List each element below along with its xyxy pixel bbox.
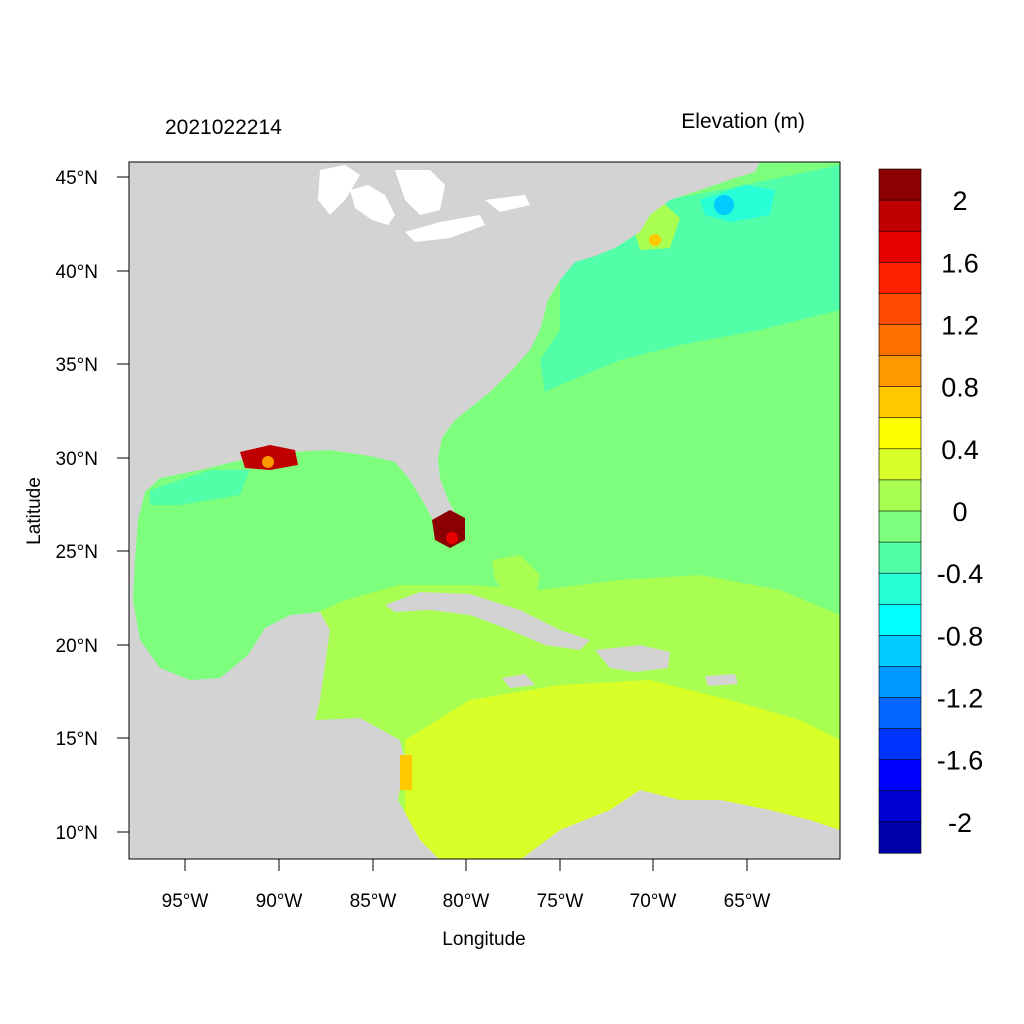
gulf-west-cool <box>150 470 250 505</box>
land-south-america <box>521 790 840 859</box>
colorbar-swatch <box>878 448 922 481</box>
colorbar-swatch <box>878 790 922 823</box>
colorbar-label: 0.4 <box>941 435 979 465</box>
colorbar: 2 1.6 1.2 0.8 0.4 0 -0.4 -0.8 -1.2 -1.6 -2 <box>878 168 984 854</box>
colorbar-swatch <box>878 821 922 854</box>
x-axis-label: Longitude <box>442 929 525 950</box>
colorbar-label: -0.8 <box>937 621 984 651</box>
colorbar-swatch <box>878 324 922 357</box>
island-jamaica <box>502 674 535 688</box>
cape-cod-high <box>649 234 661 246</box>
timestamp-title: 2021022214 <box>165 116 282 139</box>
lake-ontario <box>485 195 530 212</box>
lat-tick-label: 30°N <box>56 449 98 470</box>
colorbar-label: -1.2 <box>937 684 984 714</box>
colorbar-swatch <box>878 386 922 419</box>
lat-tick-label: 25°N <box>56 542 98 563</box>
colorbar-label: -2 <box>948 808 972 838</box>
colorbar-swatch <box>878 697 922 730</box>
colorbar-swatch <box>878 168 922 201</box>
lat-axis: 45°N 40°N 35°N 30°N 25°N 20°N 15°N 10°N <box>56 168 129 844</box>
lake-huron <box>395 170 445 215</box>
lat-tick-label: 10°N <box>56 823 98 844</box>
colorbar-label: 1.6 <box>941 248 979 278</box>
colorbar-label: 1.2 <box>941 311 979 341</box>
colorbar-swatch <box>878 355 922 388</box>
florida-keys-area <box>492 555 540 598</box>
colorbar-swatch <box>878 293 922 326</box>
colorbar-swatch <box>878 666 922 699</box>
lat-tick-label: 15°N <box>56 729 98 750</box>
colorbar-swatch <box>878 635 922 668</box>
island-puerto-rico <box>705 674 738 686</box>
lat-tick-label: 20°N <box>56 636 98 657</box>
lon-tick-label: 65°W <box>724 891 771 912</box>
colorbar-swatch <box>878 572 922 605</box>
lon-tick-label: 85°W <box>350 891 397 912</box>
map-frame <box>128 161 841 860</box>
lon-tick-label: 70°W <box>630 891 677 912</box>
colorbar-swatch <box>878 199 922 232</box>
lon-tick-label: 95°W <box>162 891 209 912</box>
lake-superior <box>318 165 360 215</box>
colorbar-swatch <box>878 479 922 512</box>
land-north-america <box>129 162 760 859</box>
lon-tick-label: 75°W <box>537 891 584 912</box>
y-axis-label: Latitude <box>24 477 45 545</box>
louisiana-surge-core <box>262 456 274 468</box>
lon-axis: 95°W 90°W 85°W 80°W 75°W 70°W 65°W <box>162 859 771 912</box>
bay-of-fundy-low <box>714 195 734 215</box>
map <box>129 162 840 859</box>
colorbar-label: 2 <box>952 186 967 216</box>
colorbar-swatch <box>878 510 922 543</box>
colorbar-swatch <box>878 759 922 792</box>
florida-surge-core <box>446 532 458 544</box>
variable-title: Elevation (m) <box>681 110 805 133</box>
lat-tick-label: 45°N <box>56 168 98 189</box>
island-cuba <box>385 592 590 650</box>
lake-erie <box>405 215 485 242</box>
lon-tick-label: 90°W <box>256 891 303 912</box>
colorbar-swatch <box>878 728 922 761</box>
lat-tick-label: 40°N <box>56 262 98 283</box>
gulf-of-mexico <box>132 455 430 680</box>
colorbar-swatch <box>878 603 922 636</box>
lon-tick-label: 80°W <box>443 891 490 912</box>
colorbar-label: 0 <box>952 497 967 527</box>
lat-tick-label: 35°N <box>56 355 98 376</box>
colorbar-swatch <box>878 261 922 294</box>
colorbar-swatch <box>878 541 922 574</box>
lake-michigan <box>350 185 395 225</box>
island-hispaniola <box>595 645 670 672</box>
colorbar-label: -1.6 <box>937 746 984 776</box>
honduras-coast-high <box>400 755 412 790</box>
colorbar-label: 0.8 <box>941 373 979 403</box>
colorbar-swatch <box>878 417 922 450</box>
colorbar-swatch <box>878 230 922 263</box>
colorbar-label: -0.4 <box>937 559 984 589</box>
